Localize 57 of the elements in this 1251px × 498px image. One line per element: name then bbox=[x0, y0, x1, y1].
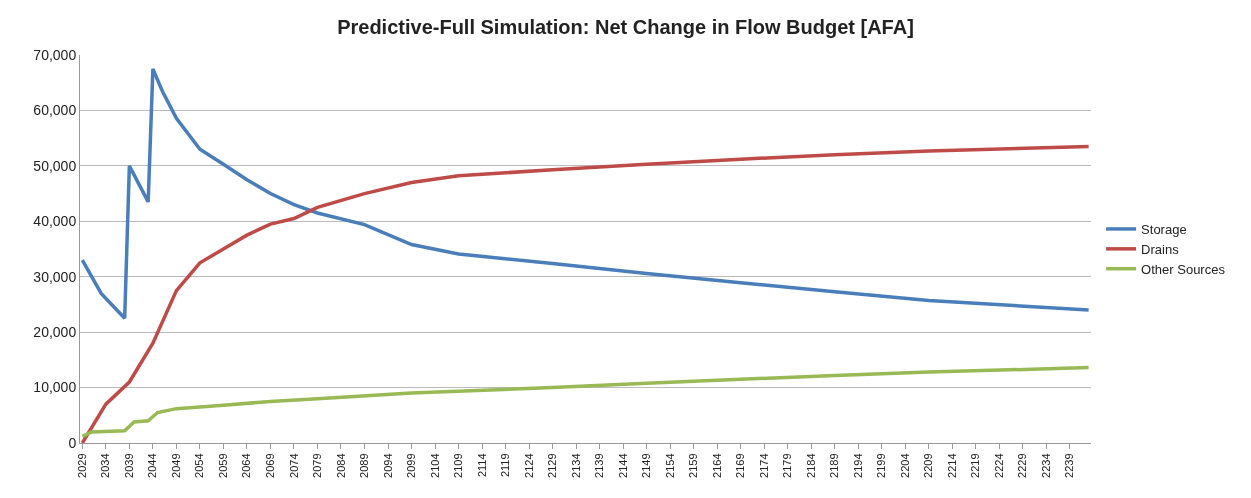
x-tick-label: 2104 bbox=[428, 453, 441, 478]
x-tick-label: 2239 bbox=[1063, 453, 1076, 478]
x-tick-label: 2094 bbox=[381, 453, 394, 478]
legend-label: Other Sources bbox=[1141, 261, 1226, 277]
line-series bbox=[80, 67, 1091, 321]
y-tick-label: 60,000 bbox=[33, 102, 77, 119]
x-tick-label: 2069 bbox=[264, 453, 277, 478]
x-tick-label: 2169 bbox=[734, 453, 747, 478]
chart-title: Predictive-Full Simulation: Net Change in Flow Budget [AFA] bbox=[337, 15, 914, 38]
x-tick-label: 2099 bbox=[405, 453, 418, 478]
x-tick-label: 2109 bbox=[452, 453, 465, 478]
x-tick-label: 2204 bbox=[898, 453, 911, 478]
x-tick-label: 2144 bbox=[616, 453, 629, 478]
x-tick-label: 2179 bbox=[781, 453, 794, 478]
legend-label: Drains bbox=[1141, 241, 1180, 257]
x-tick-label: 2044 bbox=[146, 453, 159, 478]
y-tick-label: 20,000 bbox=[33, 324, 77, 341]
x-tick-label: 2149 bbox=[640, 453, 653, 478]
x-tick-label: 2089 bbox=[358, 453, 371, 478]
y-tick-label: 10,000 bbox=[33, 379, 77, 396]
x-tick-label: 2114 bbox=[475, 453, 488, 478]
x-tick-label: 2224 bbox=[992, 453, 1005, 478]
x-tick-label: 2189 bbox=[828, 453, 841, 478]
x-tick-label: 2054 bbox=[193, 453, 206, 478]
x-tick-label: 2164 bbox=[710, 453, 723, 478]
x-tick-label: 2064 bbox=[240, 453, 253, 478]
x-tick-label: 2084 bbox=[334, 453, 347, 478]
x-tick-label: 2124 bbox=[522, 453, 535, 478]
x-tick-label: 2194 bbox=[851, 453, 864, 478]
x-tick-label: 2199 bbox=[875, 453, 888, 478]
y-tick-label: 0 bbox=[68, 434, 77, 451]
x-tick-label: 2229 bbox=[1016, 453, 1029, 478]
x-tick-label: 2079 bbox=[311, 453, 324, 478]
x-tick-label: 2029 bbox=[75, 453, 88, 478]
x-tick-label: 2134 bbox=[569, 453, 582, 478]
x-tick-label: 2234 bbox=[1039, 453, 1052, 478]
x-tick-label: 2154 bbox=[663, 453, 676, 478]
x-tick-label: 2074 bbox=[287, 453, 300, 478]
x-tick-label: 2184 bbox=[804, 453, 817, 478]
x-tick-label: 2139 bbox=[593, 453, 606, 478]
x-tick-label: 2129 bbox=[546, 453, 559, 478]
y-tick-label: 40,000 bbox=[33, 213, 77, 230]
y-tick-label: 30,000 bbox=[33, 268, 77, 285]
y-tick-label: 50,000 bbox=[33, 157, 77, 174]
x-tick-label: 2034 bbox=[99, 453, 112, 478]
legend-label: Storage bbox=[1141, 222, 1187, 238]
x-tick-label: 2209 bbox=[922, 453, 935, 478]
x-tick-label: 2174 bbox=[757, 453, 770, 478]
x-tick-label: 2059 bbox=[216, 453, 229, 478]
x-tick-label: 2119 bbox=[499, 453, 512, 478]
x-tick-label: 2159 bbox=[687, 453, 700, 478]
x-tick-label: 2039 bbox=[122, 453, 135, 478]
x-tick-label: 2219 bbox=[969, 453, 982, 478]
x-tick-label: 2214 bbox=[945, 453, 958, 478]
line-series bbox=[80, 365, 1091, 439]
x-tick-label: 2049 bbox=[169, 453, 182, 478]
y-tick-label: 70,000 bbox=[33, 46, 77, 63]
